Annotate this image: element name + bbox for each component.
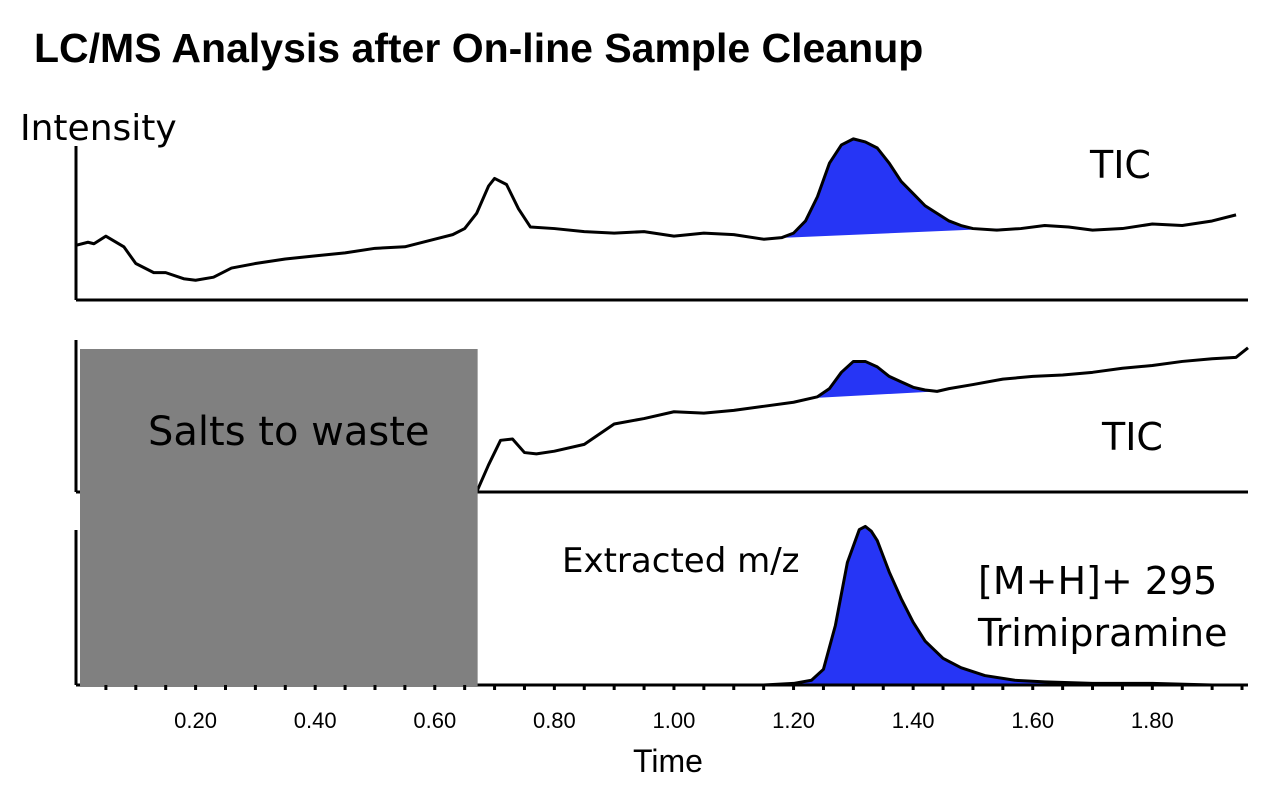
- peak-fill-1: [775, 138, 1033, 239]
- panel2-label: TIC: [1101, 415, 1163, 459]
- waste-rect: [80, 349, 478, 687]
- x-tick-label: 1.60: [1011, 708, 1054, 733]
- panel3-label: Extracted m/z: [562, 541, 800, 581]
- chromatogram-panels: [74, 137, 1249, 687]
- x-tick-label: 1.80: [1131, 708, 1174, 733]
- x-tick-label: 0.40: [294, 708, 337, 733]
- salts-to-waste-box: Salts to waste: [80, 349, 478, 687]
- x-tick-label: 0.20: [174, 708, 217, 733]
- ion-label: [M+H]+ 295: [978, 559, 1217, 603]
- panel-1: [74, 137, 1248, 302]
- x-tick-label: 1.40: [892, 708, 935, 733]
- x-axis-ticks: 0.20 0.40 0.60 0.80 1.00 1.20 1.40 1.60 1.80: [104, 685, 1244, 733]
- waste-box-label: Salts to waste: [148, 409, 429, 455]
- trace-line-3: [476, 524, 1248, 687]
- panel1-label: TIC: [1089, 143, 1151, 187]
- x-tick-label: 1.20: [772, 708, 815, 733]
- trace-line-1: [75, 137, 1237, 282]
- x-tick-label: 0.80: [533, 708, 576, 733]
- y-axis-label: Intensity: [20, 108, 177, 149]
- x-tick-label: 1.00: [653, 708, 696, 733]
- peak-fill-3: [793, 526, 1123, 685]
- peak-fill-2: [811, 361, 938, 399]
- chart-title: LC/MS Analysis after On-line Sample Clea…: [34, 25, 923, 71]
- x-axis-label: Time: [633, 743, 703, 779]
- x-tick-label: 0.60: [413, 708, 456, 733]
- trace-line-2: [475, 346, 1249, 493]
- compound-label: Trimipramine: [977, 611, 1227, 655]
